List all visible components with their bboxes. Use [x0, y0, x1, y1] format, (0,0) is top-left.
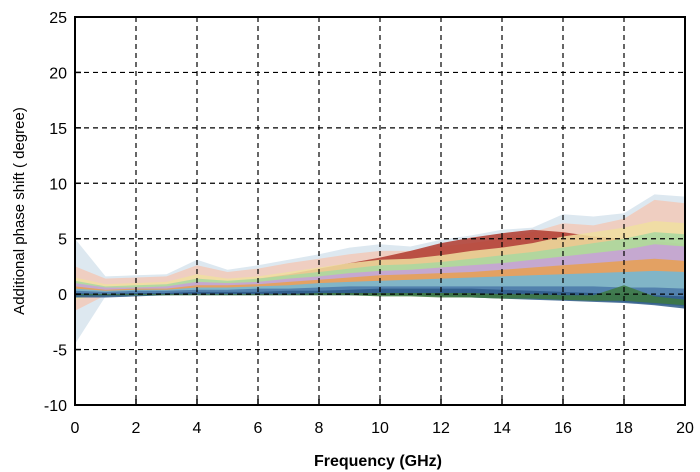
x-tick-label: 0: [71, 420, 80, 437]
x-tick-label: 10: [371, 420, 389, 437]
x-tick-label: 8: [315, 420, 324, 437]
x-tick-label: 6: [254, 420, 263, 437]
plot-frame: [74, 16, 686, 406]
x-tick-label: 2: [132, 420, 141, 437]
y-tick-labels: -10 -5 0 5 10 15 20 25: [44, 10, 67, 415]
x-tick-labels: 0 2 4 6 8 10 12 14 16 18 20: [71, 420, 694, 437]
y-axis-label: Additional phase shift ( degree): [11, 107, 28, 315]
x-tick-label: 18: [615, 420, 633, 437]
x-tick-label: 12: [432, 420, 450, 437]
y-tick-label: 0: [58, 287, 67, 304]
x-tick-label: 16: [554, 420, 572, 437]
y-tick-label: 25: [49, 10, 67, 27]
y-tick-label: -10: [44, 398, 67, 415]
series-band-11: [75, 285, 685, 306]
grid-lines: [75, 17, 685, 405]
y-tick-label: 20: [49, 65, 67, 82]
y-tick-label: 15: [49, 121, 67, 138]
x-axis-label: Frequency (GHz): [314, 453, 442, 470]
x-tick-label: 14: [493, 420, 511, 437]
x-tick-label: 4: [193, 420, 202, 437]
x-tick-label: 20: [676, 420, 694, 437]
y-tick-label: 5: [58, 232, 67, 249]
series-band-10: [75, 288, 685, 309]
y-tick-label: -5: [53, 343, 67, 360]
y-tick-label: 10: [49, 176, 67, 193]
